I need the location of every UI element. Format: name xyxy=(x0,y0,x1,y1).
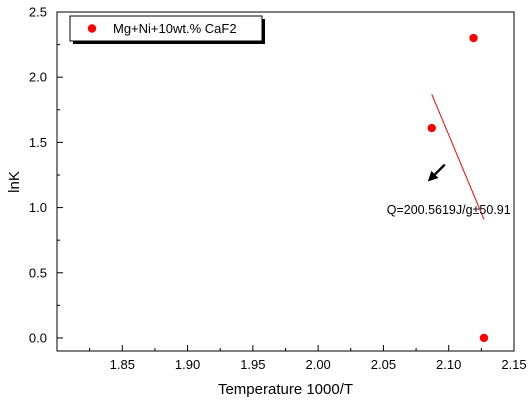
annotation-arrow xyxy=(434,163,446,176)
y-tick-label: 0.0 xyxy=(29,330,47,345)
data-points xyxy=(427,33,489,343)
y-tick-label: 2.0 xyxy=(29,70,47,85)
x-tick-label: 1.85 xyxy=(110,357,135,372)
legend-marker xyxy=(87,24,97,33)
y-tick-label: 1.5 xyxy=(29,135,47,150)
x-axis-ticks: 1.85 1.90 1.95 2.00 2.05 2.10 2.15 xyxy=(89,345,527,372)
y-tick-label: 2.5 xyxy=(29,5,47,20)
x-tick-label: 2.15 xyxy=(501,357,526,372)
x-axis-title: Temperature 1000/T xyxy=(218,381,353,398)
legend: Mg+Ni+10wt.% CaF2 xyxy=(69,15,265,44)
x-tick-label: 2.10 xyxy=(436,357,461,372)
fit-line-layer xyxy=(431,93,485,220)
annotation-text: Q=200.5619J/g±50.91 xyxy=(387,203,511,217)
fit-line xyxy=(431,93,485,220)
legend-box xyxy=(69,15,263,42)
x-tick-label: 2.00 xyxy=(305,357,330,372)
legend-label: Mg+Ni+10wt.% CaF2 xyxy=(113,21,237,36)
data-point xyxy=(469,33,478,43)
annotation-arrowhead xyxy=(427,170,439,182)
x-tick-label: 1.90 xyxy=(175,357,200,372)
x-tick-label: 2.05 xyxy=(371,357,396,372)
annotation: Q=200.5619J/g±50.91 xyxy=(387,163,511,217)
data-point xyxy=(479,333,489,343)
y-tick-label: 0.5 xyxy=(29,265,47,280)
y-axis-ticks: 0.0 0.5 1.0 1.5 2.0 2.5 xyxy=(29,5,63,345)
y-axis-title: lnK xyxy=(6,171,23,193)
data-point xyxy=(427,123,436,133)
y-tick-label: 1.0 xyxy=(29,200,47,215)
x-tick-label: 1.95 xyxy=(240,357,265,372)
plot-area xyxy=(56,11,515,352)
